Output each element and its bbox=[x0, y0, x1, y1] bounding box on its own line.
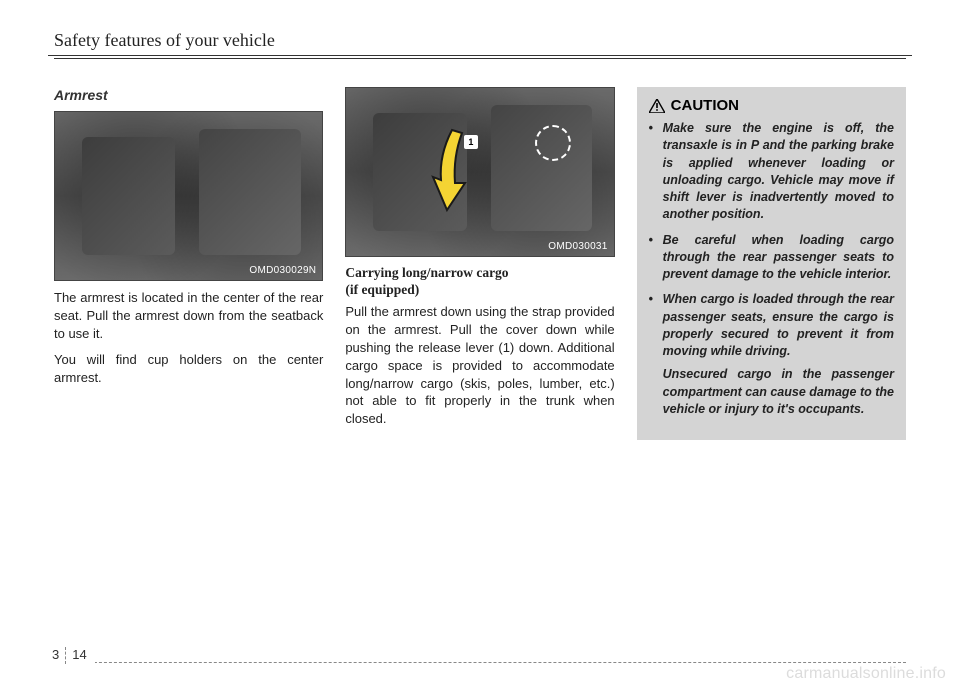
manual-page: Safety features of your vehicle Armrest … bbox=[0, 0, 960, 689]
seat-back-right bbox=[199, 129, 301, 255]
page-number-value: 14 bbox=[66, 647, 88, 664]
caution-item-2: Be careful when loading cargo through th… bbox=[649, 232, 894, 284]
figure-code-label: OMD030029N bbox=[249, 265, 316, 276]
warning-triangle-icon bbox=[649, 99, 665, 113]
cargo-heading-line2: (if equipped) bbox=[345, 282, 419, 297]
section-number: 3 bbox=[50, 647, 66, 664]
figure-code-label: OMD030031 bbox=[548, 241, 607, 252]
caution-title: CAUTION bbox=[649, 97, 894, 114]
fold-down-arrow-icon bbox=[427, 125, 477, 215]
caution-trailer: Unsecured cargo in the passenger compart… bbox=[649, 366, 894, 418]
page-number: 3 14 bbox=[50, 647, 95, 664]
caution-item-1: Make sure the engine is off, the transax… bbox=[649, 120, 894, 224]
watermark-text: carmanualsonline.info bbox=[786, 665, 946, 683]
seat-back-left bbox=[82, 137, 176, 255]
caution-item-3: When cargo is loaded through the rear pa… bbox=[649, 291, 894, 360]
column-3: CAUTION Make sure the engine is off, the… bbox=[637, 87, 906, 440]
header-rule-inner bbox=[54, 58, 906, 59]
cargo-paragraph: Pull the armrest down using the strap pr… bbox=[345, 303, 614, 429]
caution-box: CAUTION Make sure the engine is off, the… bbox=[637, 87, 906, 440]
seat-back-right bbox=[491, 105, 593, 231]
content-columns: Armrest OMD030029N The armrest is locate… bbox=[48, 87, 912, 440]
caution-title-text: CAUTION bbox=[671, 97, 739, 114]
armrest-subheading: Armrest bbox=[54, 87, 323, 103]
page-footer: 3 14 bbox=[54, 662, 906, 663]
cargo-heading-line1: Carrying long/narrow cargo bbox=[345, 265, 508, 280]
header-rule-outer bbox=[48, 55, 912, 56]
release-lever-marker bbox=[535, 125, 571, 161]
armrest-paragraph-2: You will find cup holders on the center … bbox=[54, 351, 323, 387]
column-2: 1 OMD030031 Carrying long/narrow cargo (… bbox=[345, 87, 614, 440]
figure-cargo: 1 OMD030031 bbox=[345, 87, 614, 257]
armrest-paragraph-1: The armrest is located in the center of … bbox=[54, 289, 323, 343]
column-1: Armrest OMD030029N The armrest is locate… bbox=[54, 87, 323, 440]
figure-armrest: OMD030029N bbox=[54, 111, 323, 281]
page-header-title: Safety features of your vehicle bbox=[48, 30, 912, 51]
caution-list: Make sure the engine is off, the transax… bbox=[649, 120, 894, 418]
cargo-heading: Carrying long/narrow cargo (if equipped) bbox=[345, 265, 614, 299]
